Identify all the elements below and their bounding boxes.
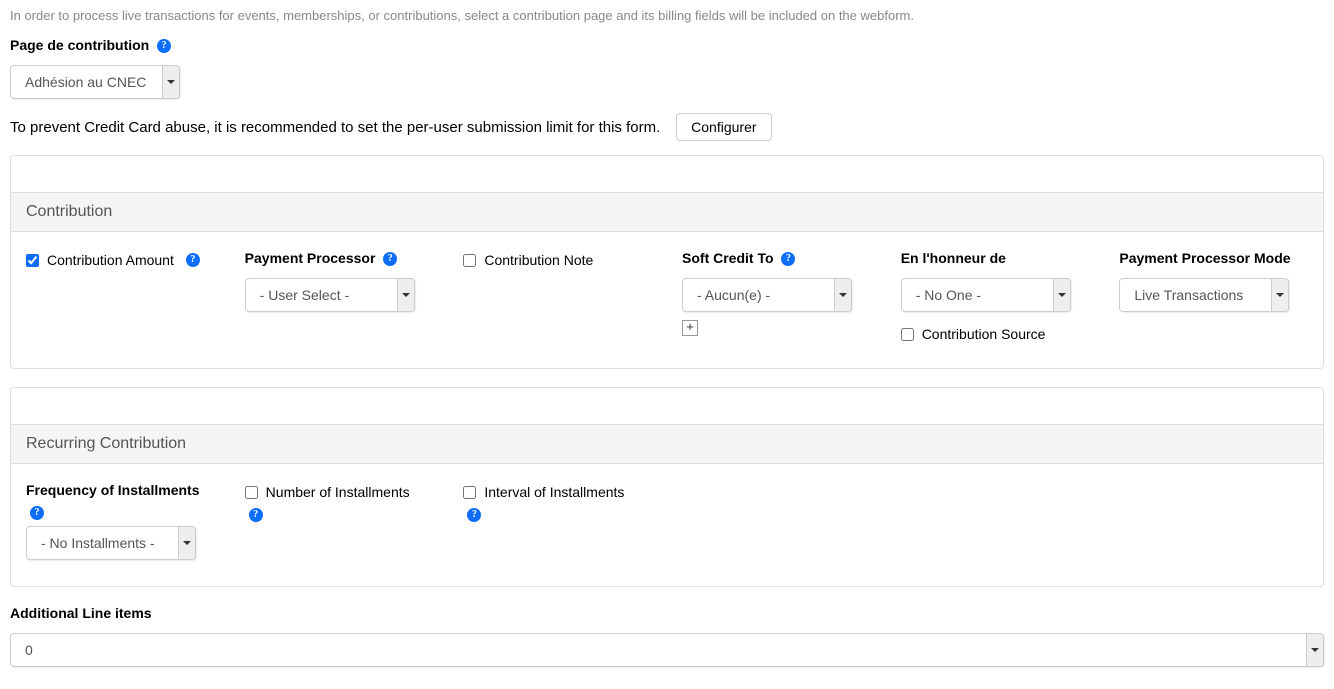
contribution-note-label: Contribution Note xyxy=(484,252,593,268)
interval-installments-checkbox[interactable] xyxy=(463,486,476,499)
cc-abuse-message: To prevent Credit Card abuse, it is reco… xyxy=(10,119,660,136)
help-icon[interactable]: ? xyxy=(249,508,263,522)
recurring-panel: Recurring Contribution Frequency of Inst… xyxy=(10,387,1324,587)
add-soft-credit-button[interactable]: + xyxy=(682,320,698,336)
contribution-page-label: Page de contribution xyxy=(10,37,149,53)
additional-line-items-label: Additional Line items xyxy=(10,605,152,621)
contribution-panel: Contribution Contribution Amount ? Payme… xyxy=(10,155,1324,369)
number-installments-checkbox[interactable] xyxy=(245,486,258,499)
frequency-select[interactable]: - No Installments - xyxy=(26,526,196,560)
help-icon[interactable]: ? xyxy=(30,506,44,520)
help-icon[interactable]: ? xyxy=(383,252,397,266)
soft-credit-label: Soft Credit To xyxy=(682,250,774,266)
contribution-source-checkbox[interactable] xyxy=(901,328,914,341)
processor-mode-label: Payment Processor Mode xyxy=(1119,250,1290,266)
contribution-source-label: Contribution Source xyxy=(922,326,1046,342)
page-help-text: In order to process live transactions fo… xyxy=(10,8,1324,23)
soft-credit-select[interactable]: - Aucun(e) - xyxy=(682,278,852,312)
contribution-panel-title: Contribution xyxy=(11,192,1323,232)
recurring-panel-title: Recurring Contribution xyxy=(11,424,1323,464)
additional-line-items-select[interactable]: 0 xyxy=(10,633,1324,667)
contribution-amount-checkbox[interactable] xyxy=(26,254,39,267)
help-icon[interactable]: ? xyxy=(157,39,171,53)
help-icon[interactable]: ? xyxy=(186,253,200,267)
help-icon[interactable]: ? xyxy=(781,252,795,266)
frequency-label: Frequency of Installments xyxy=(26,482,199,498)
contribution-amount-label: Contribution Amount xyxy=(47,252,174,268)
number-installments-label: Number of Installments xyxy=(266,484,410,500)
configure-button[interactable]: Configurer xyxy=(676,113,771,141)
contribution-page-select-wrap: Adhésion au CNEC xyxy=(10,65,180,99)
interval-installments-label: Interval of Installments xyxy=(484,484,624,500)
contribution-note-checkbox[interactable] xyxy=(463,254,476,267)
payment-processor-label: Payment Processor xyxy=(245,250,376,266)
processor-mode-select[interactable]: Live Transactions xyxy=(1119,278,1289,312)
in-honor-label: En l'honneur de xyxy=(901,250,1006,266)
help-icon[interactable]: ? xyxy=(467,508,481,522)
contribution-page-select[interactable]: Adhésion au CNEC xyxy=(10,65,180,99)
in-honor-select[interactable]: - No One - xyxy=(901,278,1071,312)
payment-processor-select[interactable]: - User Select - xyxy=(245,278,415,312)
